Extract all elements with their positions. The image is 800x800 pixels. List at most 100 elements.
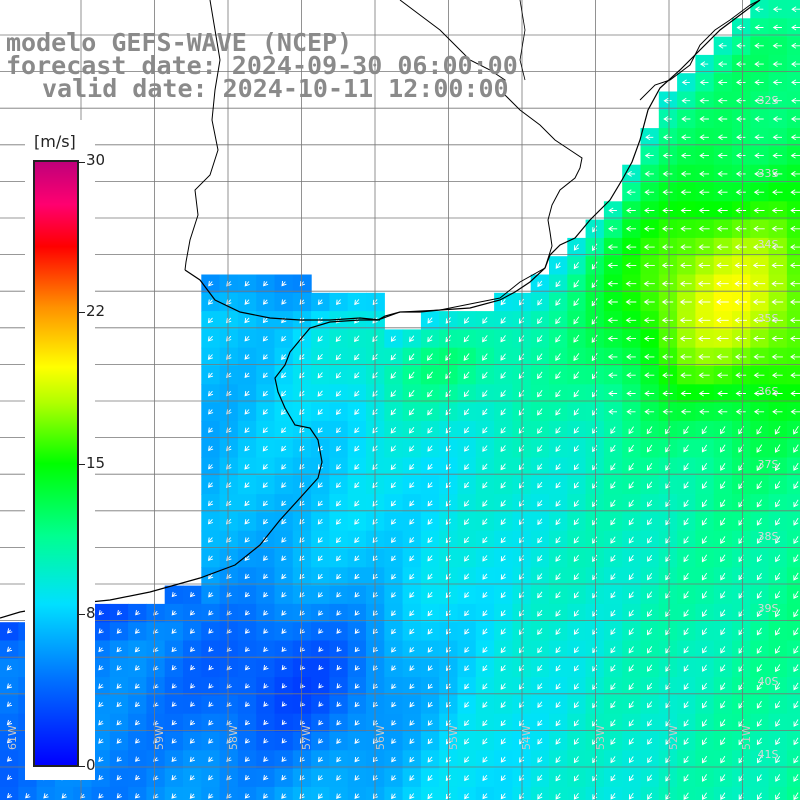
wind-cell [786,658,800,678]
wind-arrow [644,354,655,360]
wind-arrow [409,591,415,598]
wind-arrow [281,482,287,488]
wind-arrow [700,61,709,67]
wind-arrow [662,134,673,141]
wind-arrow [756,591,762,599]
wind-cell [347,786,367,800]
wind-arrow [644,207,655,214]
wind-arrow [262,390,268,397]
wind-arrow [171,738,177,744]
wind-arrow [752,299,766,305]
wind-arrow [335,372,342,379]
wind-arrow [299,445,305,452]
wind-arrow [793,682,799,691]
wind-arrow [683,499,689,508]
wind-cell [219,786,239,800]
wind-arrow [226,775,232,781]
wind-arrow [6,774,13,781]
wind-arrow [716,299,729,305]
wind-arrow [555,573,561,581]
wind-arrow [610,792,616,800]
wind-arrow [701,444,708,453]
wind-arrow [537,518,543,526]
wind-arrow [662,189,673,196]
wind-arrow [537,756,543,763]
wind-arrow [647,536,653,544]
wind-arrow [681,97,691,104]
wind-arrow [482,536,488,544]
wind-arrow [299,775,305,781]
wind-arrow [390,390,397,398]
wind-arrow [772,171,783,177]
wind-cell [494,786,513,800]
wind-cell [311,786,330,800]
wind-arrow [698,189,710,196]
wind-arrow [500,371,506,379]
wind-arrow [391,555,397,562]
wind-arrow [482,701,488,708]
wind-arrow [262,336,269,342]
wind-arrow [6,719,13,726]
wind-arrow [628,646,634,654]
wind-arrow [573,463,579,471]
wind-arrow [573,628,579,635]
wind-arrow [774,444,781,453]
wind-arrow [683,444,689,453]
wind-arrow [464,628,470,635]
wind-arrow [753,244,765,250]
wind-arrow [299,756,305,763]
wind-arrow [734,354,747,360]
wind-arrow [500,756,506,763]
wind-arrow [702,664,708,672]
wind-arrow [262,317,269,324]
wind-arrow [263,592,269,598]
wind-arrow [775,755,781,764]
wind-arrow [626,207,636,214]
wind-arrow [791,24,800,31]
wind-arrow [262,519,269,525]
wind-arrow [427,720,433,726]
wind-arrow [537,683,543,690]
wind-arrow [610,737,616,745]
wind-arrow [555,628,561,635]
wind-arrow [680,207,692,214]
wind-arrow [774,425,781,435]
wind-arrow [628,536,634,544]
wind-arrow [626,390,636,397]
wind-arrow [717,97,728,104]
wind-arrow [262,445,268,452]
wind-arrow [6,646,13,653]
wind-arrow [391,647,397,653]
wind-arrow [427,426,433,434]
wind-cell [274,786,294,800]
wind-arrow [643,299,655,305]
wind-arrow [116,774,122,781]
wind-arrow [281,372,287,379]
wind-arrow [244,793,251,799]
wind-arrow [519,298,525,306]
wind-arrow [756,755,762,764]
wind-arrow [409,335,415,343]
wind-arrow [391,738,397,744]
wind-arrow [409,500,415,507]
wind-arrow [427,317,433,324]
wind-arrow [116,646,122,653]
wind-arrow [680,408,691,415]
wind-arrow [573,353,580,361]
wind-arrow [244,299,250,305]
lon-label: 55W [447,725,460,750]
lat-label: 38S [758,530,779,543]
wind-arrow [555,536,561,544]
wind-arrow [716,244,729,250]
wind-arrow [317,353,323,361]
wind-arrow [409,775,415,781]
wind-arrow [208,775,214,781]
wind-arrow [207,390,214,397]
wind-cell [0,786,19,800]
wind-arrow [336,628,342,634]
wind-arrow [299,390,305,397]
wind-arrow [793,462,799,471]
wind-arrow [753,335,765,342]
wind-arrow [464,610,470,617]
wind-arrow [354,701,360,708]
